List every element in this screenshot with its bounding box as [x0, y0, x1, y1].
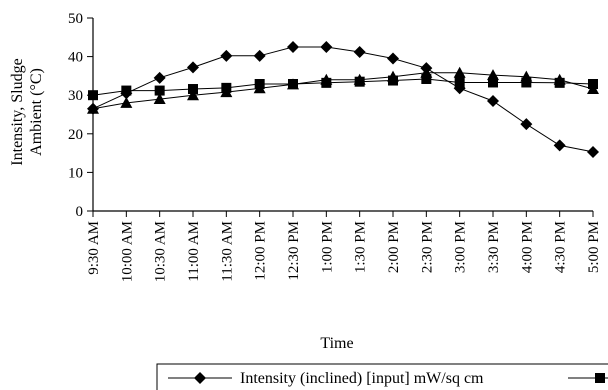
- x-tick-label: 11:00 AM: [186, 221, 202, 282]
- series-1-point: [253, 49, 266, 62]
- x-tick-label: 5:00 PM: [586, 221, 602, 273]
- series-2-point: [188, 84, 198, 95]
- x-tick-label: 2:00 PM: [386, 221, 402, 273]
- x-tick-label: 12:30 PM: [286, 221, 302, 281]
- series-3-point: [220, 86, 233, 98]
- series-3-point: [253, 82, 266, 94]
- series-1-point: [287, 40, 299, 53]
- series-1-point: [553, 139, 566, 152]
- series-1-point: [520, 118, 533, 131]
- series-2-point: [154, 85, 165, 96]
- x-tick-label: 10:30 AM: [153, 221, 169, 282]
- series-2-point: [521, 77, 532, 88]
- y-tick-label: 20: [68, 127, 83, 143]
- legend-series-1-marker: [194, 372, 206, 384]
- series-3-point: [287, 78, 299, 90]
- series-1-point: [487, 94, 499, 107]
- y-tick-label: 50: [68, 11, 83, 27]
- y-tick-label: 10: [68, 165, 83, 181]
- y-axis-title-line-2: Ambient (°C): [28, 68, 45, 156]
- series-3-point: [353, 73, 366, 85]
- x-axis-ticks: 9:30 AM 10:00 AM 10:30 AM 11:00 AM 11:30 AM 1…: [86, 211, 602, 282]
- y-axis-title-line-1: Intensity, Sludge: [9, 58, 26, 165]
- series-1-point: [587, 145, 599, 158]
- series-3-point: [587, 83, 599, 95]
- series-3-point: [487, 69, 499, 81]
- series-3-point: [153, 93, 166, 105]
- series-1-line: [92, 46, 594, 153]
- x-tick-label: 4:30 PM: [553, 221, 569, 273]
- x-tick-label: 4:00 PM: [519, 221, 535, 273]
- series-3-line: [92, 72, 594, 110]
- legend-series-1-label: Intensity (inclined) [input] mW/sq cm: [240, 370, 484, 387]
- series-2-point: [121, 85, 132, 96]
- series-1-point: [353, 45, 366, 58]
- series-3-point: [453, 66, 466, 78]
- x-tick-label: 1:00 PM: [319, 221, 335, 273]
- x-tick-label: 9:30 AM: [86, 221, 102, 275]
- series-1-point: [187, 61, 199, 74]
- x-axis-title: Time: [320, 335, 353, 352]
- x-tick-label: 2:30 PM: [419, 221, 435, 273]
- series-1-point: [153, 71, 166, 84]
- x-tick-label: 1:30 PM: [353, 221, 369, 273]
- series-3-point: [553, 73, 566, 85]
- series-2-point: [421, 73, 432, 84]
- legend: Intensity (inclined) [input] mW/sq cm: [156, 363, 608, 390]
- series-3-point: [420, 66, 433, 78]
- series-1-point: [220, 49, 233, 62]
- legend-series-2-marker: [595, 373, 605, 383]
- x-tick-label: 3:30 PM: [486, 221, 502, 273]
- y-tick-label: 30: [68, 88, 83, 104]
- y-tick-label: 0: [76, 204, 84, 220]
- y-tick-label: 40: [68, 50, 83, 66]
- series-3-point: [187, 89, 199, 101]
- series-2-point: [454, 77, 465, 88]
- series-2-line: [92, 78, 594, 96]
- x-tick-label: 11:30 AM: [219, 221, 235, 282]
- series-3-point: [520, 70, 533, 82]
- series-1-point: [387, 52, 399, 65]
- series-2-point: [488, 77, 498, 88]
- x-tick-label: 10:00 AM: [119, 221, 135, 282]
- plot-area: [87, 18, 599, 212]
- series-3-point: [87, 102, 99, 114]
- x-tick-label: 12:00 PM: [253, 221, 269, 281]
- series-3-point: [320, 73, 333, 85]
- y-axis-ticks: 0 10 20 30 40 50: [68, 11, 93, 220]
- series-3-point: [387, 70, 399, 82]
- series-1-point: [320, 40, 333, 53]
- legend-frame: [156, 363, 608, 390]
- x-tick-label: 3:00 PM: [453, 221, 469, 273]
- series-3-point: [120, 96, 133, 108]
